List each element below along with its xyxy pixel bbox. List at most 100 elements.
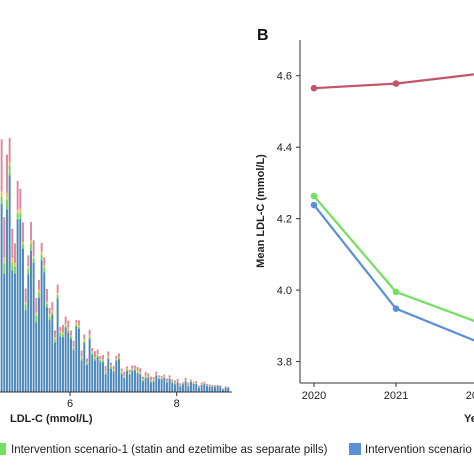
legend-label-scenario-1: Intervention scenario-1 (statin and ezet… xyxy=(11,444,328,456)
histogram-bar xyxy=(14,263,16,267)
histogram-bar xyxy=(227,386,230,388)
histogram-bar xyxy=(54,337,56,341)
histogram-bar xyxy=(115,361,118,392)
histogram-bar xyxy=(99,358,102,360)
histogram-bar xyxy=(30,240,32,244)
histogram-bar xyxy=(64,327,67,392)
histogram-bar xyxy=(174,380,176,383)
histogram-bar xyxy=(107,351,110,357)
histogram-bar xyxy=(110,368,112,392)
histogram-bar xyxy=(123,377,126,392)
histogram-bar xyxy=(208,386,211,392)
histogram-bar xyxy=(51,312,54,315)
histogram-bar xyxy=(27,265,30,269)
histogram-bar xyxy=(62,324,64,333)
histogram-bar xyxy=(163,376,166,377)
histogram-bar xyxy=(6,209,8,392)
histogram-bar xyxy=(147,376,150,378)
histogram-bar xyxy=(83,339,86,341)
histogram-bar xyxy=(64,324,67,326)
histogram-bar xyxy=(222,388,224,390)
histogram-bar xyxy=(83,340,86,343)
histogram-bar xyxy=(96,356,99,392)
histogram-bar xyxy=(155,374,158,376)
histogram-bar xyxy=(152,377,155,380)
histogram-bar xyxy=(3,217,6,258)
histogram-bar xyxy=(200,384,203,392)
x-tick-label: 2021 xyxy=(384,390,408,402)
histogram-bar xyxy=(67,320,70,328)
histogram-bar xyxy=(147,377,150,392)
histogram-bar xyxy=(216,385,219,392)
histogram-bar xyxy=(43,257,46,266)
histogram-bar xyxy=(88,338,91,392)
histogram-bar xyxy=(115,360,118,362)
histogram-bar xyxy=(40,242,43,252)
histogram-bar xyxy=(19,188,22,209)
histogram-bar xyxy=(136,367,139,371)
histogram-bar xyxy=(46,307,48,392)
histogram-bar xyxy=(67,327,70,330)
series-point xyxy=(310,192,318,200)
histogram-bar xyxy=(110,365,112,367)
histogram-bar xyxy=(104,372,107,375)
histogram-bar xyxy=(96,354,99,357)
histogram-bar xyxy=(211,386,214,392)
histogram-bar xyxy=(144,376,147,378)
histogram-bar xyxy=(88,337,91,339)
histogram-bar xyxy=(24,288,27,303)
histogram-bar xyxy=(48,320,51,392)
histogram-bar xyxy=(72,346,75,348)
histogram-bar xyxy=(22,248,24,392)
histogram-bar xyxy=(206,383,208,386)
histogram-bar xyxy=(11,270,14,392)
histogram-bar xyxy=(32,240,35,256)
histogram-bar xyxy=(30,221,32,241)
histogram-bar xyxy=(78,320,80,326)
histogram-bar xyxy=(19,208,22,214)
histogram-bar xyxy=(14,266,16,274)
histogram-bar xyxy=(94,358,96,361)
histogram-bar xyxy=(43,265,46,268)
histogram-bar xyxy=(131,365,134,369)
histogram-bar xyxy=(134,368,136,371)
histogram-bar xyxy=(171,381,174,383)
histogram-bar xyxy=(54,342,56,392)
histogram-bar xyxy=(14,243,16,264)
histogram-bar xyxy=(155,371,158,375)
histogram-bar xyxy=(123,376,126,378)
histogram-bar xyxy=(91,352,94,355)
histogram-bar xyxy=(72,340,75,347)
histogram-bar xyxy=(168,378,171,379)
histogram-bar xyxy=(166,381,168,382)
histogram-bar xyxy=(80,350,83,357)
y-tick-label: 4.2 xyxy=(277,214,292,226)
histogram-bar xyxy=(158,375,160,378)
histogram-bar xyxy=(67,329,70,333)
histogram-bar xyxy=(48,314,51,317)
panel-b-x-ticks: 2020 2021 2022 xyxy=(302,383,474,402)
histogram-bar xyxy=(195,383,198,392)
histogram-bar xyxy=(104,370,107,373)
histogram-bar xyxy=(187,386,190,392)
histogram-bar xyxy=(158,377,160,379)
histogram-bar xyxy=(107,358,110,392)
histogram-bar xyxy=(62,337,64,392)
histogram-bar xyxy=(8,137,11,163)
histogram-bar xyxy=(176,378,179,382)
histogram-bar xyxy=(72,347,75,351)
histogram-bar xyxy=(32,262,35,392)
histogram-bar xyxy=(16,209,19,214)
histogram-bar xyxy=(118,358,120,360)
histogram-bar xyxy=(171,382,174,392)
histogram-bar xyxy=(102,359,104,361)
histogram-bar xyxy=(190,382,192,392)
histogram-bar xyxy=(96,349,99,355)
histogram-bar xyxy=(219,385,222,387)
histogram-bar xyxy=(86,365,88,392)
histogram-bar xyxy=(14,273,16,392)
histogram-bar xyxy=(24,310,27,392)
histogram-bar xyxy=(43,267,46,273)
histogram-bar xyxy=(22,222,24,242)
